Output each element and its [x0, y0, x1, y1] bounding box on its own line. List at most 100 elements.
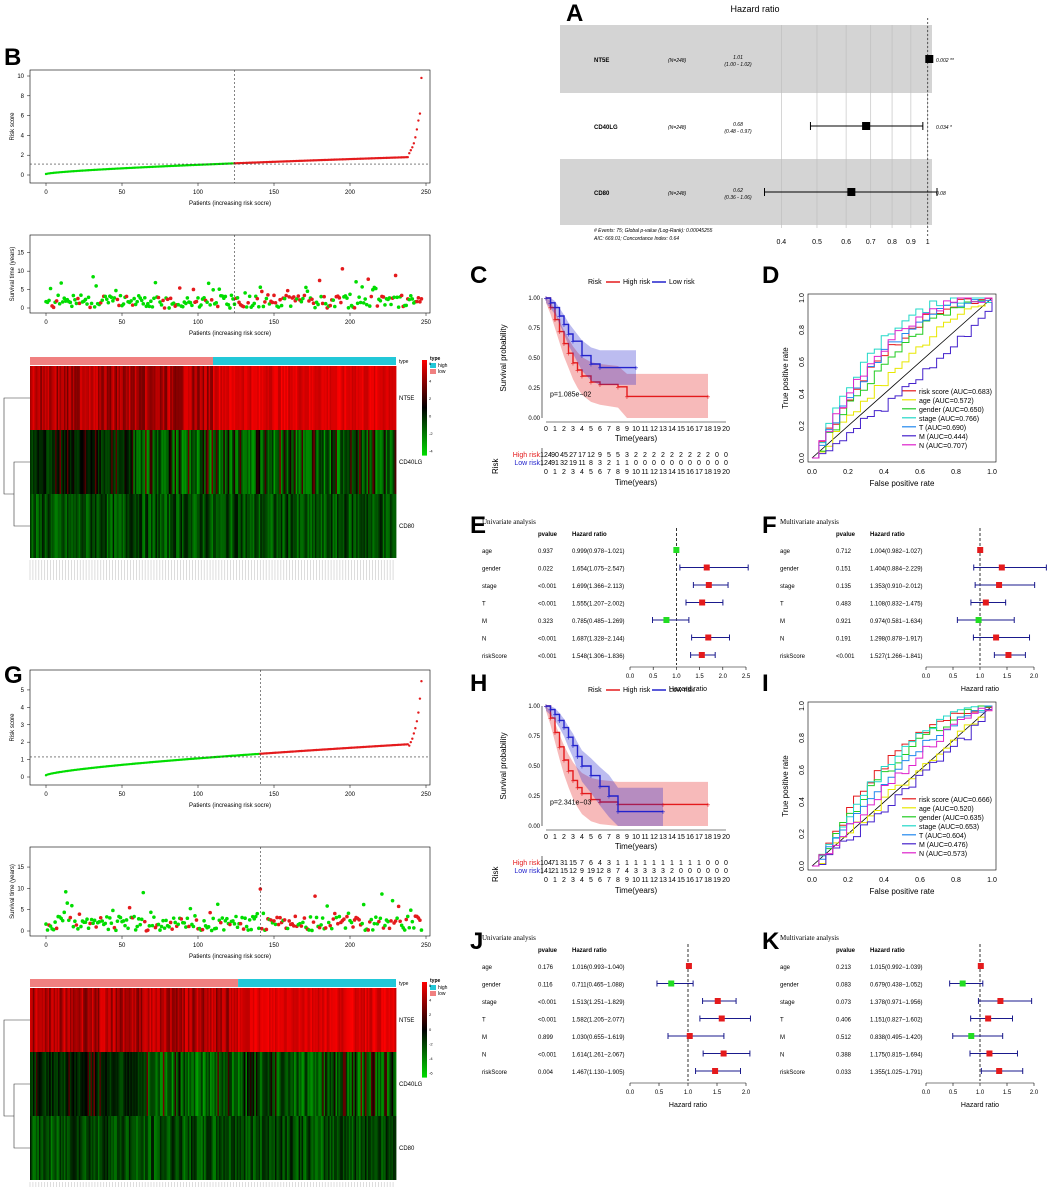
heatmap-cell	[128, 430, 131, 494]
heatmap-dendrogram	[3, 1019, 30, 1149]
heatmap-cell	[151, 1052, 153, 1116]
heatmap-cell	[78, 1052, 81, 1116]
heatmap-cell	[186, 1116, 189, 1180]
heatmap-cell	[208, 1052, 211, 1116]
km-table-value: 2	[634, 452, 638, 459]
heatmap-cell	[382, 1116, 385, 1180]
surv-point	[285, 926, 290, 931]
heatmap-cell	[394, 430, 397, 494]
roc-xtick-label: 0.0	[807, 469, 817, 476]
color-scale-label: 4	[429, 379, 432, 384]
km-table-xlabel: Time(years)	[615, 478, 658, 487]
heatmap-cell	[130, 988, 133, 1052]
heatmap-cell	[320, 988, 323, 1052]
heatmap-cell	[280, 366, 283, 430]
heatmap-cell	[390, 494, 392, 558]
heatmap-cell	[136, 494, 139, 558]
heatmap-cell	[372, 988, 375, 1052]
panel-label-i: I	[762, 670, 769, 697]
roc-ylabel: True positive rate	[781, 755, 790, 817]
km-table-value: 1	[679, 860, 683, 867]
heatmap-cell	[66, 1052, 69, 1116]
km-table-value: 2	[607, 460, 611, 467]
heatmap-cell	[156, 494, 159, 558]
heatmap-cell	[35, 430, 38, 494]
cox-xtick-label: 0.0	[922, 674, 931, 680]
heatmap-cell	[140, 1052, 143, 1116]
heatmap-cell	[43, 366, 46, 430]
heatmap-type-label: type	[399, 981, 409, 987]
heatmap-cell	[366, 494, 369, 558]
km-table-xtick: 2	[562, 877, 566, 884]
heatmap-cell	[373, 1116, 376, 1180]
surv-point	[147, 924, 152, 928]
risk-point	[406, 155, 409, 159]
heatmap-cell	[373, 366, 376, 430]
heatmap-cell	[348, 494, 351, 558]
km-curve	[546, 705, 708, 806]
heatmap-cell	[297, 1052, 299, 1116]
km-table-value: 0	[715, 868, 719, 875]
heatmap-cell	[30, 366, 32, 430]
heatmap-cell	[314, 1116, 317, 1180]
heatmap-cell	[238, 494, 240, 558]
heatmap-cell	[227, 1052, 230, 1116]
surv-point	[313, 894, 317, 898]
heatmap-cell	[65, 988, 68, 1052]
heatmap-cell	[211, 366, 214, 430]
surv-point	[279, 303, 284, 308]
surv-point	[187, 924, 191, 929]
km-censor-mark: +	[571, 337, 576, 346]
forest-footer: # Events: 75; Global p-value (Log-Rank):…	[594, 228, 713, 234]
panel-label-j: J	[470, 928, 484, 955]
heatmap-cell	[332, 494, 335, 558]
heatmap-cell	[365, 988, 367, 1052]
heatmap-cell	[72, 1052, 75, 1116]
heatmap-cell	[199, 1116, 202, 1180]
km-ytick-label: 0.25	[528, 386, 540, 392]
heatmap-cell	[274, 988, 277, 1052]
heatmap-cell	[263, 430, 266, 494]
heatmap-cell	[186, 988, 189, 1052]
heatmap-cell	[226, 494, 229, 558]
heatmap-cell	[53, 1116, 56, 1180]
heatmap-cell	[100, 494, 103, 558]
heatmap-cell	[106, 430, 109, 494]
legend-swatch	[430, 985, 436, 990]
heatmap-cell	[373, 494, 376, 558]
heatmap-cell	[317, 1052, 320, 1116]
heatmap-cell	[298, 430, 301, 494]
heatmap-cell	[165, 1052, 168, 1116]
km-table-value: 1	[616, 460, 620, 467]
heatmap-cell	[136, 1052, 139, 1116]
heatmap-cell	[276, 494, 279, 558]
heatmap-cell	[90, 988, 93, 1052]
heatmap-cell	[131, 366, 134, 430]
heatmap-cell	[173, 430, 176, 494]
heatmap-cell	[382, 494, 385, 558]
heatmap-cell	[221, 366, 224, 430]
heatmap-cell	[254, 494, 257, 558]
heatmap-cell	[279, 430, 282, 494]
cox-row-pvalue: <0.001	[538, 584, 557, 590]
heatmap-cell	[117, 366, 119, 430]
heatmap-cell	[242, 1052, 245, 1116]
km-table-title: Risk	[491, 457, 500, 474]
surv-point	[77, 912, 82, 916]
heatmap-cell	[322, 1052, 325, 1116]
km-table-value: 21	[551, 868, 559, 875]
heatmap-cell	[280, 430, 283, 494]
heatmap-cell	[280, 1052, 283, 1116]
surv-point	[79, 924, 83, 929]
roc-legend-item: age (AUC=0.520)	[919, 806, 974, 813]
surv-point	[133, 928, 138, 932]
surv-point	[89, 301, 94, 306]
heatmap-cell	[100, 430, 103, 494]
surv-point	[74, 301, 79, 306]
surv-point	[89, 917, 94, 922]
heatmap-cell	[351, 988, 354, 1052]
heatmap-cell	[217, 494, 220, 558]
heatmap-cell	[264, 494, 267, 558]
heatmap-cell	[109, 1052, 112, 1116]
forest-pvalue: 0.002 **	[936, 58, 955, 64]
